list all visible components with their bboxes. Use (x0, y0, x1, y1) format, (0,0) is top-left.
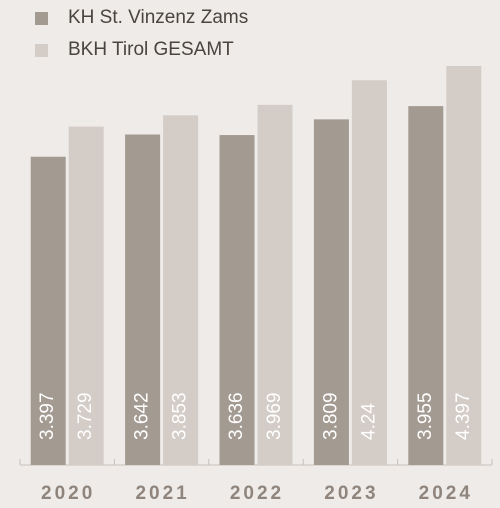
x-tick-label: 2021 (135, 483, 189, 504)
data-label: 4.397 (453, 392, 474, 440)
bar (351, 80, 387, 465)
data-label: 4.24 (358, 403, 379, 440)
data-label: 3.809 (320, 392, 341, 440)
data-label: 3.969 (264, 392, 285, 440)
bar (125, 134, 161, 466)
bar (30, 156, 66, 465)
bar (219, 135, 255, 465)
bar (68, 126, 104, 465)
x-tick-label: 2022 (230, 483, 284, 504)
data-label: 3.636 (226, 392, 247, 440)
x-tick-label: 2023 (324, 483, 378, 504)
x-tick-label: 2024 (419, 483, 473, 504)
legend-swatch (35, 44, 48, 57)
bar (257, 104, 293, 465)
bar (408, 106, 444, 466)
data-label: 3.729 (75, 392, 96, 440)
bar (446, 66, 482, 465)
legend-label: KH St. Vinzenz Zams (68, 7, 248, 28)
data-label: 3.853 (170, 392, 191, 440)
bar (163, 115, 199, 465)
data-label: 3.955 (415, 392, 436, 440)
bar (313, 119, 349, 465)
x-tick-label: 2020 (41, 483, 95, 504)
data-label: 3.397 (37, 392, 58, 440)
legend-label: BKH Tirol GESAMT (68, 39, 234, 60)
legend-swatch (35, 12, 48, 25)
data-label: 3.642 (132, 392, 153, 440)
